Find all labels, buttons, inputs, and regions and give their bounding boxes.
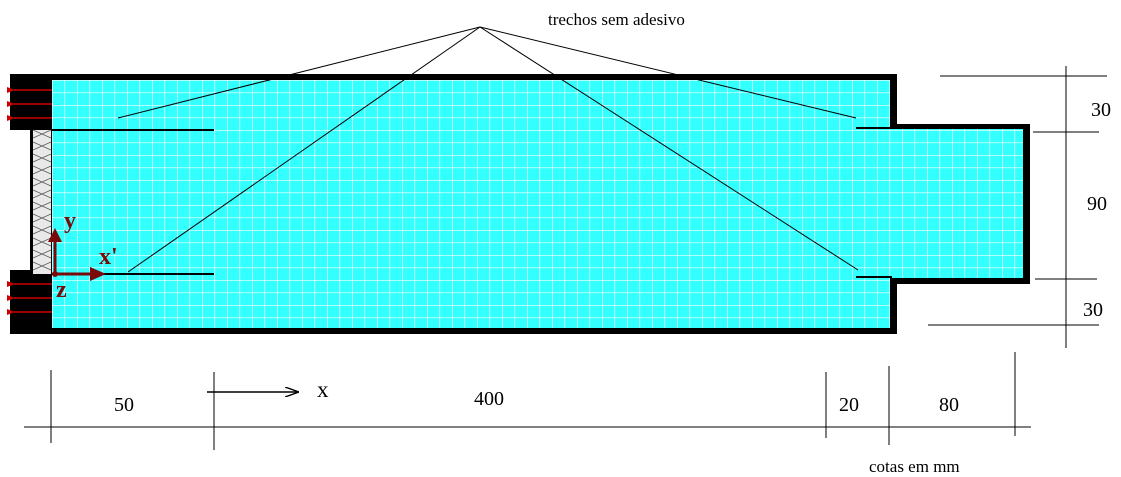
horizontal-dimensions [24,352,1031,450]
units-note: cotas em mm [869,457,960,476]
annotation-label: trechos sem adesivo [548,10,685,29]
load-arrows-top [7,87,52,121]
vertical-dimensions [928,66,1107,348]
dim-label-400: 400 [474,388,504,410]
dim-label-30-top: 30 [1091,99,1111,121]
axis-label-z: z [56,277,67,303]
dim-label-20: 20 [839,394,859,416]
axis-label-y: y [64,208,76,234]
annotation-leaders [117,26,859,273]
axis-label-x-prime: x' [99,244,118,270]
local-axes [48,228,106,281]
load-arrows-bottom [7,281,52,315]
dim-label-90: 90 [1087,193,1107,215]
x-direction-label: x [317,377,329,402]
dim-label-50: 50 [114,394,134,416]
dim-label-30-bottom: 30 [1083,299,1103,321]
finite-element-mesh [52,80,1023,328]
left-adherend-hatch [32,129,52,274]
dim-label-80: 80 [939,394,959,416]
